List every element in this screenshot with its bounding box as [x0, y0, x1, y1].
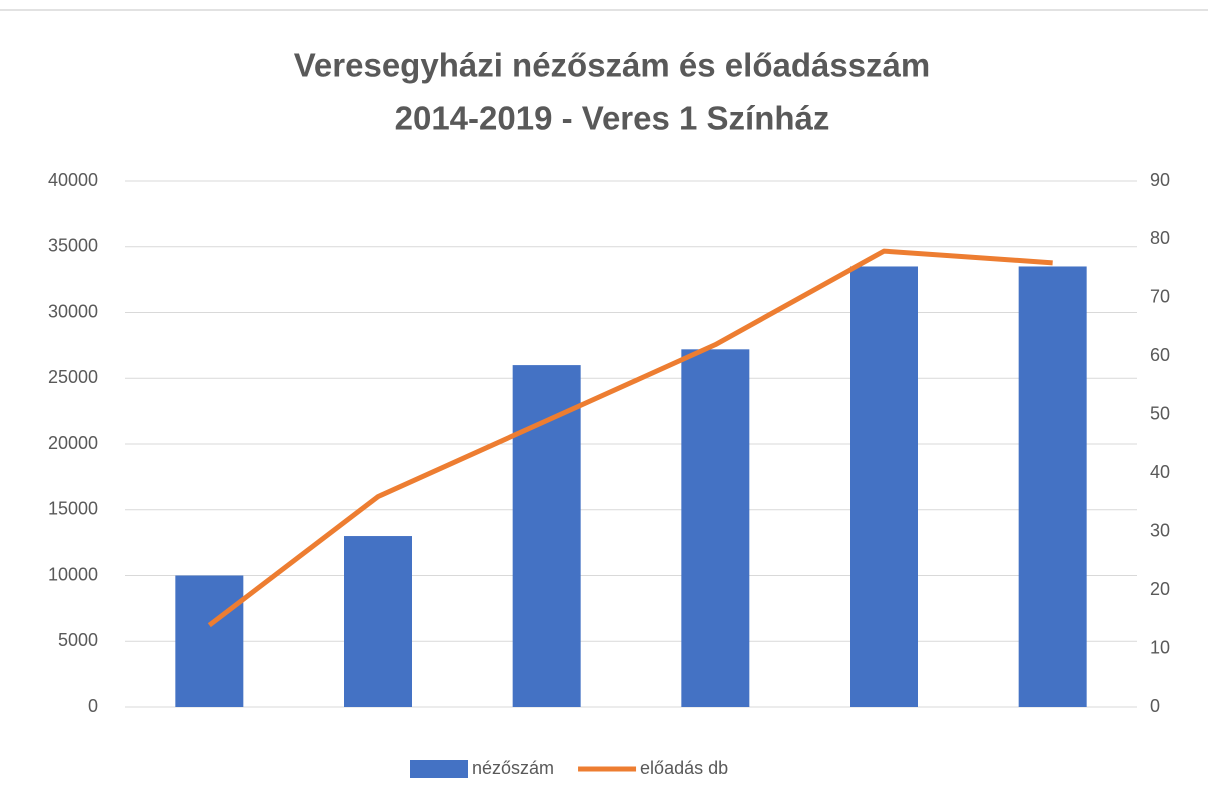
y2-tick-label: 50	[1150, 404, 1170, 424]
y-tick-label: 10000	[48, 564, 98, 584]
y-tick-label: 5000	[58, 630, 98, 650]
legend-label: előadás db	[640, 758, 728, 778]
line	[207, 248, 1053, 628]
bar	[175, 575, 244, 707]
chart-title: 2014-2019 - Veres 1 Színház	[395, 100, 830, 137]
y2-tick-label: 80	[1150, 228, 1170, 248]
y-tick-label: 0	[88, 696, 98, 716]
bar	[681, 349, 750, 707]
y2-tick-label: 60	[1150, 345, 1170, 365]
y-tick-label: 30000	[48, 301, 98, 321]
bar	[512, 365, 581, 707]
legend-label: nézőszám	[472, 758, 554, 778]
y-tick-label: 15000	[48, 499, 98, 519]
y2-tick-label: 20	[1150, 579, 1170, 599]
y2-tick-label: 90	[1150, 170, 1170, 190]
chart-title: Veresegyházi nézőszám és előadásszám	[294, 47, 931, 84]
bar	[1018, 266, 1087, 707]
y2-tick-label: 30	[1150, 520, 1170, 540]
y2-tick-label: 40	[1150, 462, 1170, 482]
y-tick-label: 25000	[48, 367, 98, 387]
legend-swatch	[410, 760, 468, 778]
y2-tick-label: 0	[1150, 696, 1160, 716]
bar	[344, 536, 412, 707]
y-tick-label: 40000	[48, 170, 98, 190]
y2-tick-label: 70	[1150, 287, 1170, 307]
y2-tick-label: 10	[1150, 637, 1170, 657]
bar	[850, 266, 918, 707]
y-tick-label: 20000	[48, 433, 98, 453]
y-tick-label: 35000	[48, 236, 98, 256]
